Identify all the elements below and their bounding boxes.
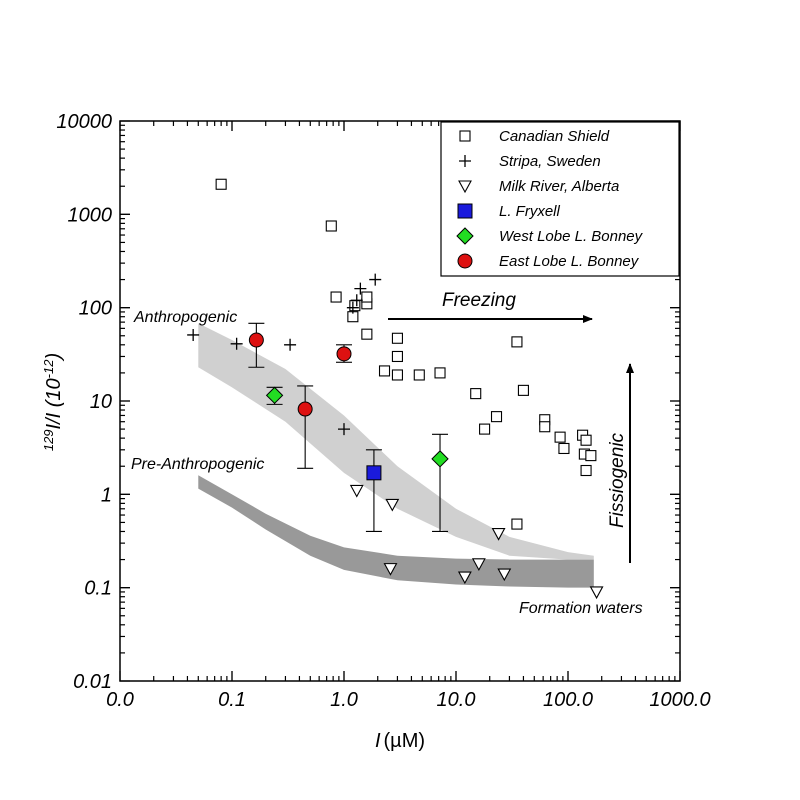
point-canadian-shield (325, 220, 337, 232)
point-canadian-shield (391, 369, 403, 381)
point-milk-river-alberta (589, 586, 604, 600)
annotation-anthropogenic: Anthropogenic (133, 309, 237, 326)
y-axis-title-main: I/I (10 (43, 378, 65, 429)
legend-label-milk-river-alberta: Milk River, Alberta (499, 178, 619, 195)
x-tick-label: 100.0 (543, 689, 593, 711)
annotation-freezing: Freezing (442, 290, 516, 311)
legend-marker-east-lobe-l-bonney (457, 253, 473, 269)
point-canadian-shield (511, 336, 523, 348)
point-stripa-sweden (284, 338, 297, 351)
x-tick-label: 0.0 (106, 689, 134, 711)
point-milk-river-alberta (491, 528, 506, 541)
legend-items: Canadian Shield Stripa, Sweden Milk River,… (456, 128, 644, 270)
point-canadian-shield (511, 518, 523, 530)
band-anthropogenic (198, 323, 594, 560)
points-layer (187, 178, 604, 600)
y-axis-title-sup: 129 (41, 429, 56, 451)
annotation-formation-waters: Formation waters (519, 600, 643, 617)
point-l-fryxell (366, 465, 382, 481)
y-tick-label: 1000 (68, 204, 113, 226)
point-canadian-shield (391, 350, 403, 363)
legend-marker-l-fryxell (457, 203, 473, 219)
band-pre-anthropogenic (198, 475, 594, 588)
annotation-fissiogenic: Fissiogenic (607, 432, 628, 528)
point-east-lobe-l-bonney (297, 401, 313, 417)
legend-label-l-fryxell: L. Fryxell (499, 203, 561, 220)
point-canadian-shield (413, 369, 425, 381)
x-tick-label: 1000.0 (649, 689, 710, 711)
x-tick-label: 0.1 (218, 689, 246, 711)
legend-marker-west-lobe-l-bonney (456, 227, 474, 245)
legend-label-west-lobe-l-bonney: West Lobe L. Bonney (499, 228, 644, 245)
point-milk-river-alberta (349, 484, 364, 498)
legend-label-east-lobe-l-bonney: East Lobe L. Bonney (499, 253, 640, 270)
point-west-lobe-l-bonney (265, 386, 284, 405)
y-axis-title: 129I/I (10-12) (41, 353, 65, 451)
point-canadian-shield (554, 431, 566, 443)
y-tick-label: 10 (90, 391, 112, 413)
point-canadian-shield (479, 423, 491, 435)
point-canadian-shield (539, 421, 551, 433)
y-tick-label: 1 (101, 484, 112, 506)
x-axis-title-main: I (375, 730, 381, 752)
x-axis-title-unit: (µM) (384, 730, 426, 752)
y-tick-label: 100 (79, 298, 112, 320)
point-milk-river-alberta (471, 558, 486, 571)
point-canadian-shield (517, 384, 529, 396)
point-canadian-shield (215, 178, 227, 190)
legend-label-canadian-shield: Canadian Shield (499, 128, 610, 145)
tick-labels-layer: 0.0 0.1 1.0 10.0 100.0 1000.0 0.01 0.1 1 10 100 100… (56, 111, 710, 711)
point-canadian-shield (330, 291, 342, 303)
x-tick-label: 1.0 (330, 689, 358, 711)
x-tick-label: 10.0 (437, 689, 476, 711)
y-tick-label: 0.1 (84, 578, 112, 600)
point-milk-river-alberta (385, 498, 400, 512)
point-canadian-shield (585, 450, 597, 462)
point-stripa-sweden (354, 282, 367, 295)
point-canadian-shield (490, 411, 503, 423)
plot-frame (119, 120, 681, 682)
point-canadian-shield (558, 442, 570, 455)
point-stripa-sweden (338, 423, 350, 436)
x-axis-title: I (µM) (375, 730, 425, 752)
point-canadian-shield (470, 388, 482, 400)
legend-marker-milk-river-alberta (458, 180, 472, 194)
y-tick-label: 0.01 (73, 671, 112, 693)
point-stripa-sweden (346, 301, 359, 314)
point-canadian-shield (349, 300, 361, 312)
point-west-lobe-l-bonney (431, 450, 449, 468)
point-milk-river-alberta (457, 571, 472, 585)
legend-box (440, 121, 680, 277)
bands-layer (198, 323, 594, 588)
annotation-pre-anthropogenic: Pre-Anthropogenic (131, 456, 264, 473)
point-canadian-shield (361, 328, 373, 340)
y-axis-title-exp: -12 (41, 359, 56, 379)
y-axis-title-close: ) (43, 353, 65, 362)
point-canadian-shield (391, 332, 403, 344)
point-stripa-sweden (187, 328, 200, 341)
legend: Canadian Shield Stripa, Sweden Milk River,… (440, 121, 680, 277)
point-east-lobe-l-bonney (336, 346, 352, 362)
point-stripa-sweden (350, 294, 363, 307)
legend-marker-canadian-shield (459, 130, 471, 142)
point-canadian-shield (580, 434, 592, 446)
point-canadian-shield (434, 367, 446, 379)
y-tick-label: 10000 (56, 111, 112, 133)
legend-marker-stripa-sweden (459, 155, 471, 167)
point-stripa-sweden (369, 273, 382, 286)
point-canadian-shield (361, 291, 373, 303)
point-milk-river-alberta (383, 563, 398, 576)
point-east-lobe-l-bonney (248, 332, 264, 348)
point-stripa-sweden (230, 337, 243, 350)
point-canadian-shield (378, 365, 391, 377)
point-milk-river-alberta (497, 568, 512, 582)
legend-label-stripa-sweden: Stripa, Sweden (499, 153, 601, 170)
point-canadian-shield (580, 464, 592, 477)
